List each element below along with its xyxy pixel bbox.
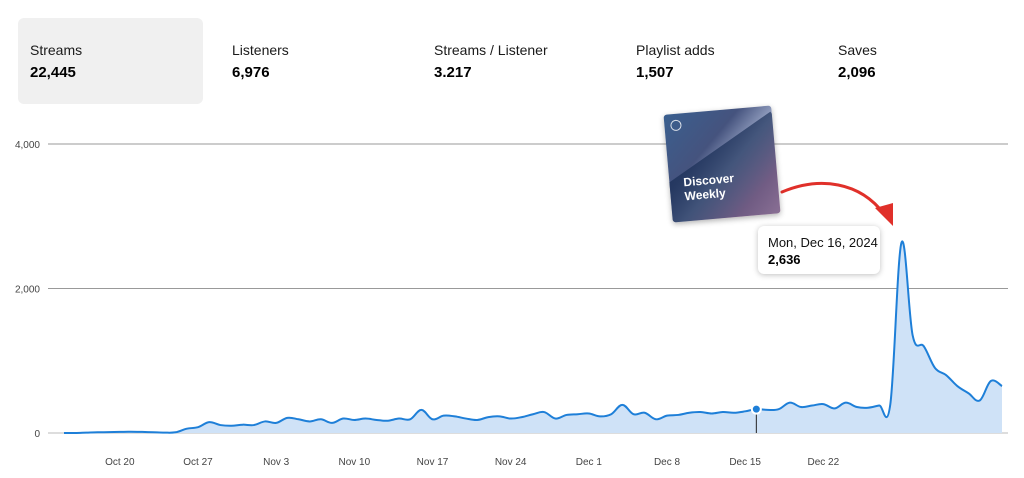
y-tick-label: 2,000	[15, 285, 40, 296]
x-tick-label: Oct 27	[183, 457, 213, 468]
y-tick-label: 0	[34, 429, 40, 440]
discover-weekly-cover: Discover Weekly	[663, 105, 781, 223]
x-tick-label: Dec 8	[654, 457, 681, 468]
tooltip-value: 2,636	[768, 252, 801, 267]
red-arrowhead	[875, 203, 893, 226]
x-tick-label: Nov 24	[495, 457, 527, 468]
metric-label: Playlist adds	[636, 42, 715, 58]
metric-tab-listeners[interactable]: Listeners 6,976	[220, 18, 405, 104]
y-axis-ticks: 0 2,000 4,000	[15, 140, 40, 440]
tooltip-date: Mon, Dec 16, 2024	[768, 235, 878, 250]
x-tick-label: Nov 17	[417, 457, 449, 468]
metric-tab-streams[interactable]: Streams 22,445	[18, 18, 203, 104]
x-tick-label: Dec 22	[807, 457, 839, 468]
x-tick-label: Oct 20	[105, 457, 135, 468]
metric-value: 22,445	[30, 64, 76, 81]
metric-label: Saves	[838, 42, 877, 58]
highlight-point[interactable]	[750, 403, 762, 415]
metric-value: 6,976	[232, 64, 270, 81]
chart-tooltip: Mon, Dec 16, 2024 2,636	[758, 226, 880, 274]
x-tick-label: Nov 10	[338, 457, 370, 468]
streams-area	[64, 241, 1002, 433]
metric-label: Streams	[30, 42, 83, 58]
metric-tab-streams-per-listener[interactable]: Streams / Listener 3.217	[422, 18, 607, 104]
metric-label: Streams / Listener	[434, 42, 548, 58]
metric-tabs: Streams 22,445 Listeners 6,976 Streams /…	[0, 0, 1024, 110]
x-axis-ticks: Oct 20 Oct 27 Nov 3 Nov 10 Nov 17 Nov 24 Dec 1…	[105, 457, 840, 468]
chart-gridlines	[48, 143, 1008, 434]
x-tick-label: Nov 3	[263, 457, 290, 468]
cover-graphic	[663, 111, 781, 223]
spotify-icon	[669, 119, 682, 132]
metric-value: 1,507	[636, 64, 674, 81]
metric-value: 2,096	[838, 64, 876, 81]
metric-tab-saves[interactable]: Saves 2,096	[826, 18, 1011, 104]
metric-value: 3.217	[434, 64, 472, 81]
x-tick-label: Dec 1	[576, 457, 603, 468]
y-tick-label: 4,000	[15, 140, 40, 151]
x-tick-label: Dec 15	[729, 457, 761, 468]
red-arrow-annotation	[780, 181, 886, 216]
streams-line[interactable]	[63, 240, 1003, 435]
metric-tab-playlist-adds[interactable]: Playlist adds 1,507	[624, 18, 809, 104]
metric-label: Listeners	[232, 42, 289, 58]
